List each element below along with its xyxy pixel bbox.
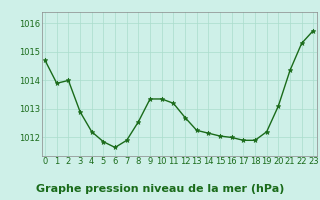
Text: Graphe pression niveau de la mer (hPa): Graphe pression niveau de la mer (hPa) — [36, 184, 284, 194]
